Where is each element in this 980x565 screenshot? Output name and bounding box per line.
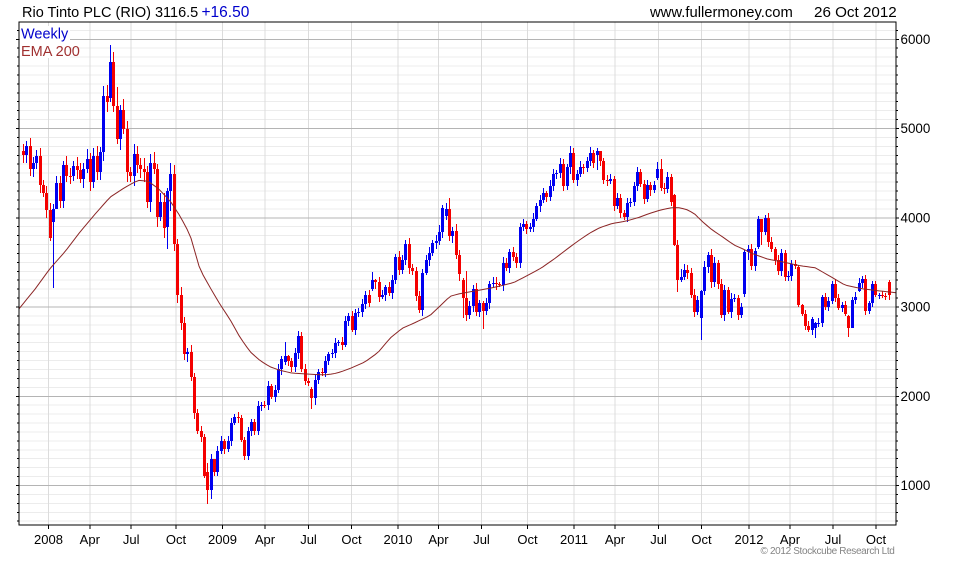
- svg-text:2010: 2010: [384, 532, 413, 547]
- svg-text:5000: 5000: [901, 121, 931, 136]
- svg-text:Rio Tinto PLC (RIO) 3116.5: Rio Tinto PLC (RIO) 3116.5: [22, 5, 198, 21]
- svg-text:Jul: Jul: [650, 532, 667, 547]
- svg-text:2011: 2011: [560, 532, 588, 547]
- svg-text:26 Oct 2012: 26 Oct 2012: [814, 4, 897, 21]
- svg-text:www.fullermoney.com: www.fullermoney.com: [649, 5, 793, 21]
- svg-text:Jul: Jul: [825, 532, 842, 547]
- svg-text:Jul: Jul: [123, 532, 140, 547]
- svg-text:Oct: Oct: [166, 532, 187, 547]
- svg-text:1000: 1000: [901, 478, 931, 493]
- svg-text:2008: 2008: [34, 532, 63, 547]
- svg-text:Jul: Jul: [300, 532, 317, 547]
- svg-text:EMA 200: EMA 200: [21, 44, 80, 60]
- svg-text:2000: 2000: [901, 389, 931, 404]
- svg-text:Jul: Jul: [473, 532, 490, 547]
- svg-text:2009: 2009: [208, 532, 237, 547]
- svg-text:Apr: Apr: [428, 532, 449, 547]
- svg-text:© 2012 Stockcube Research Ltd: © 2012 Stockcube Research Ltd: [761, 546, 895, 557]
- svg-text:6000: 6000: [901, 32, 931, 47]
- svg-text:4000: 4000: [901, 210, 931, 225]
- svg-text:+16.50: +16.50: [202, 4, 250, 21]
- svg-text:2012: 2012: [735, 532, 764, 547]
- svg-text:Apr: Apr: [605, 532, 626, 547]
- svg-text:Apr: Apr: [255, 532, 276, 547]
- svg-text:Apr: Apr: [780, 532, 801, 547]
- svg-text:Apr: Apr: [80, 532, 101, 547]
- svg-text:Weekly: Weekly: [21, 27, 69, 43]
- svg-text:3000: 3000: [901, 300, 931, 315]
- svg-text:Oct: Oct: [691, 532, 712, 547]
- svg-text:Oct: Oct: [517, 532, 538, 547]
- svg-text:Oct: Oct: [866, 532, 887, 547]
- svg-text:Oct: Oct: [341, 532, 362, 547]
